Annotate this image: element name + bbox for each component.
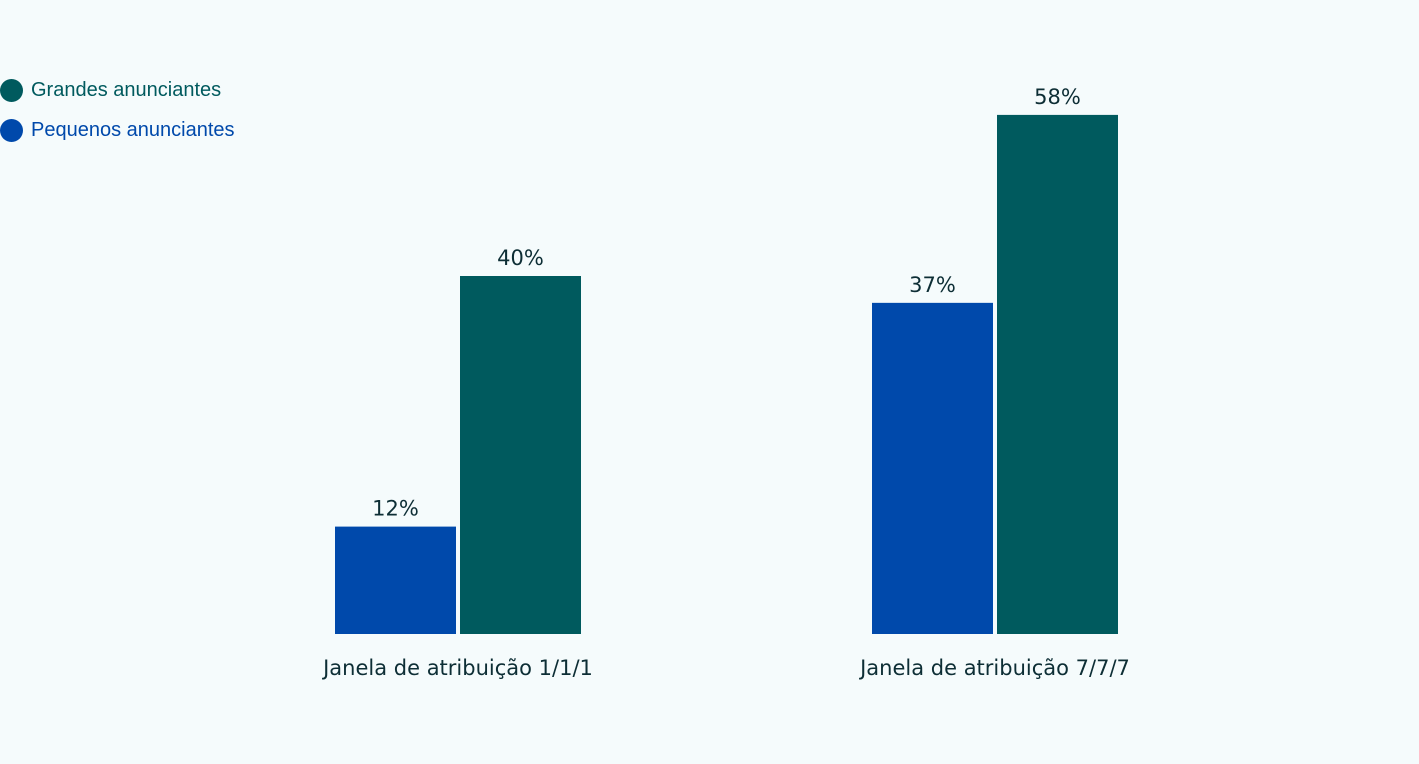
legend-item-pequenos: Pequenos anunciantes: [0, 118, 235, 142]
legend-swatch-pequenos: [0, 118, 23, 142]
bar-group-1: 12% 40%: [335, 246, 581, 634]
legend-label-grandes: Grandes anunciantes: [31, 78, 222, 101]
bar-pequenos-1: [335, 526, 456, 634]
category-label-1: Janela de atribuição 1/1/1: [321, 656, 593, 680]
bar-pequenos-2: [872, 302, 993, 634]
legend-swatch-grandes: [0, 78, 23, 102]
legend-item-grandes: Grandes anunciantes: [0, 78, 235, 102]
category-label-2: Janela de atribuição 7/7/7: [858, 656, 1130, 680]
bar-grandes-1: [460, 276, 581, 634]
bar-group-2: 37% 58%: [872, 85, 1118, 634]
legend-label-pequenos: Pequenos anunciantes: [31, 118, 235, 141]
bar-grandes-2: [997, 114, 1118, 634]
data-label-grandes-2: 58%: [1034, 85, 1081, 109]
data-label-pequenos-1: 12%: [372, 497, 419, 521]
data-label-grandes-1: 40%: [497, 246, 544, 270]
chart-legend: Grandes anunciantes Pequenos anunciantes: [0, 78, 235, 158]
data-label-pequenos-2: 37%: [909, 273, 956, 297]
